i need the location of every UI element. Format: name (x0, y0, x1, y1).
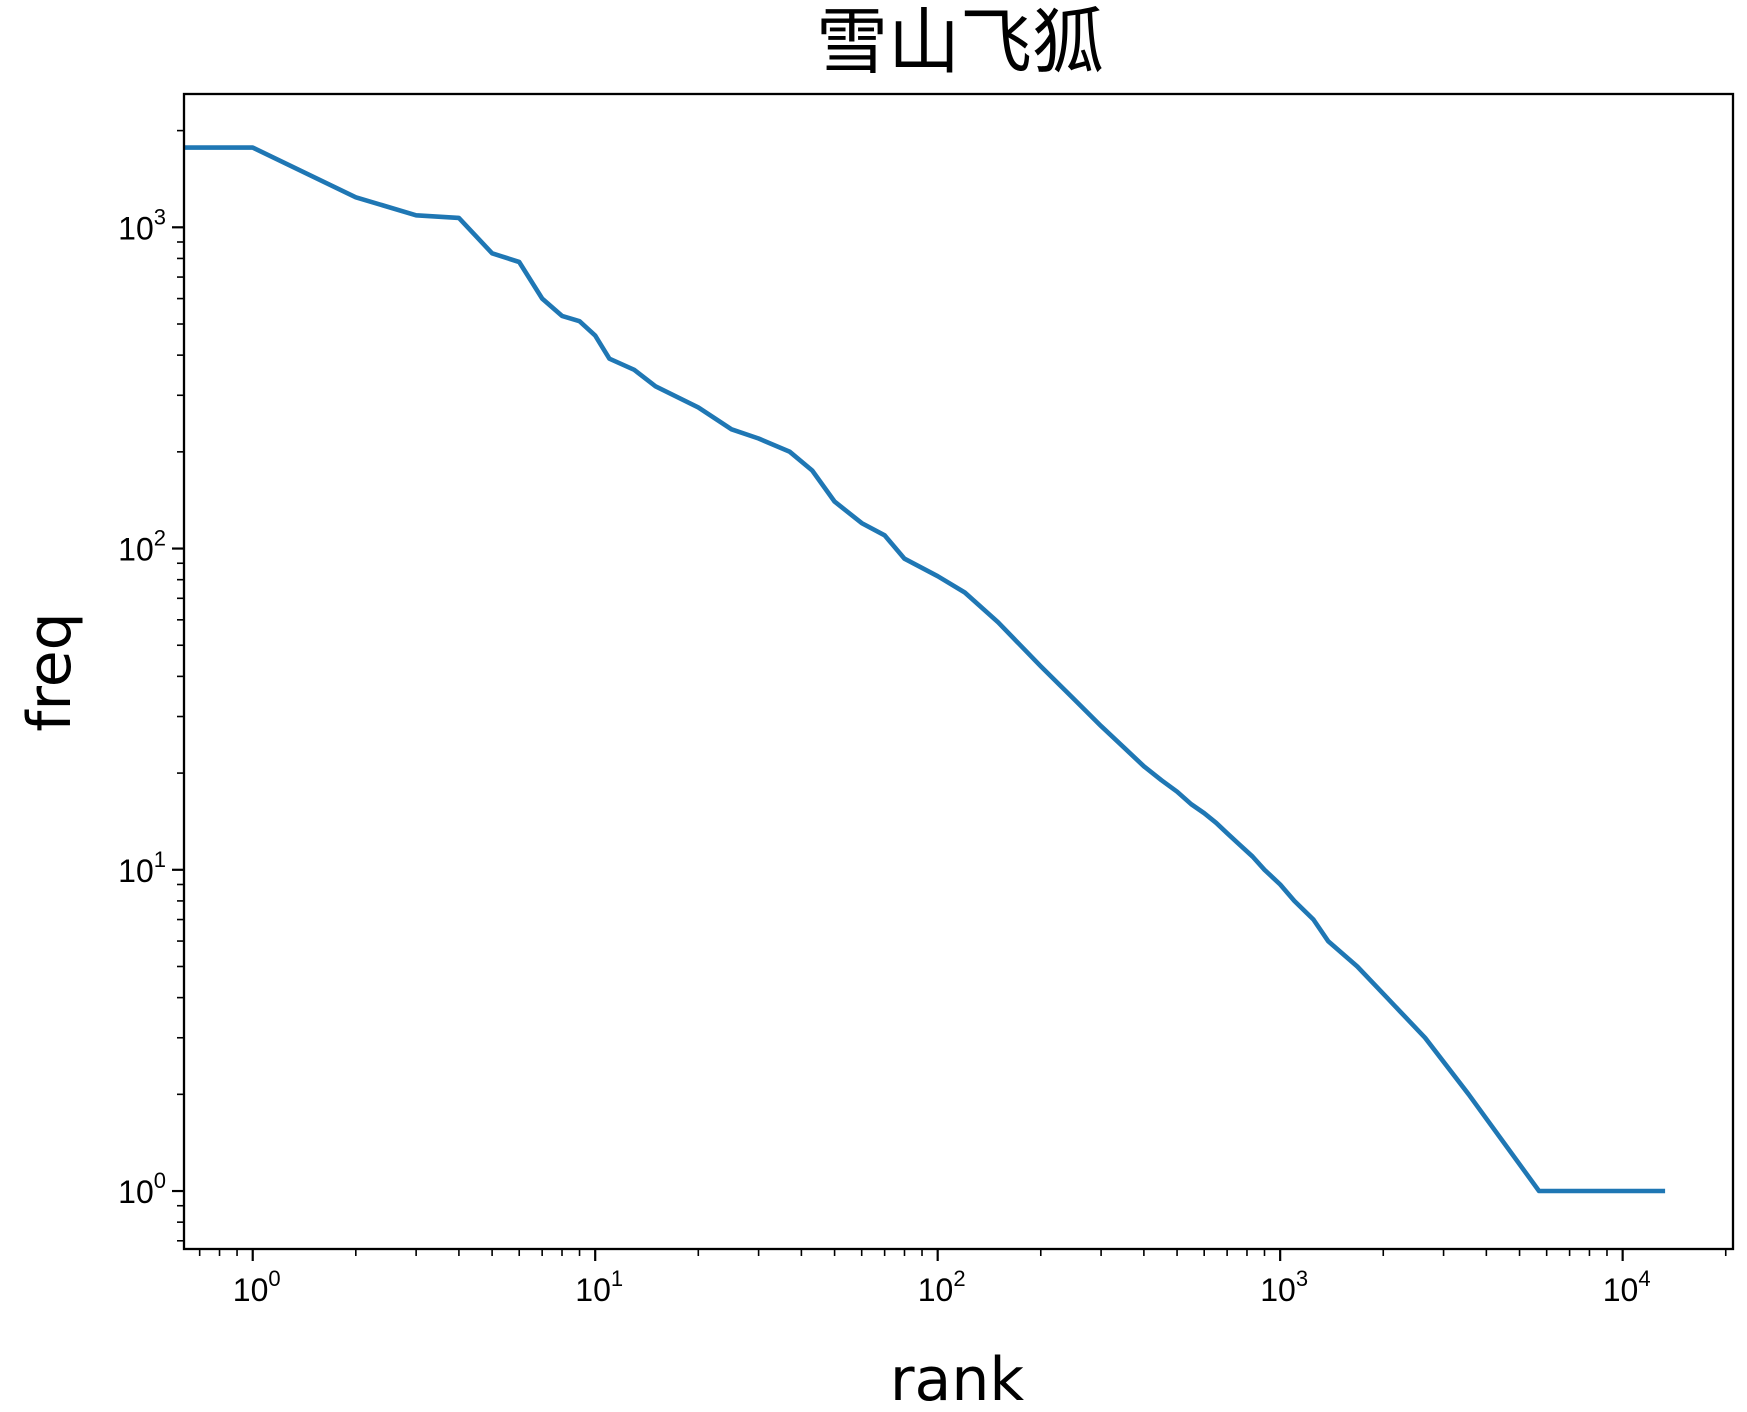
chart-title: 雪山飞狐 (816, 0, 1104, 84)
plot-frame (182, 92, 1735, 1251)
y-tick-labels: 100 101 102 103 (118, 204, 166, 1210)
y-tick-label: 101 (118, 847, 166, 889)
x-axis-title: rank (890, 1345, 1024, 1412)
plot-area (172, 92, 1735, 1261)
x-tick-labels: 100 101 102 103 104 (233, 1266, 1651, 1308)
x-tick-label: 100 (233, 1266, 281, 1308)
x-major-ticks (251, 1249, 1624, 1261)
x-minor-ticks (198, 1249, 1727, 1256)
y-major-ticks (172, 226, 184, 1193)
y-tick-label: 102 (118, 526, 166, 568)
x-tick-label: 103 (1260, 1266, 1308, 1308)
y-tick-label: 103 (118, 204, 166, 246)
y-tick-label: 100 (118, 1168, 166, 1210)
x-tick-label: 104 (1603, 1266, 1651, 1308)
y-minor-ticks (177, 129, 184, 1242)
y-axis-title: freq (15, 612, 85, 731)
series-line (184, 145, 1666, 1194)
x-tick-label: 101 (575, 1266, 623, 1308)
x-tick-label: 102 (918, 1266, 966, 1308)
